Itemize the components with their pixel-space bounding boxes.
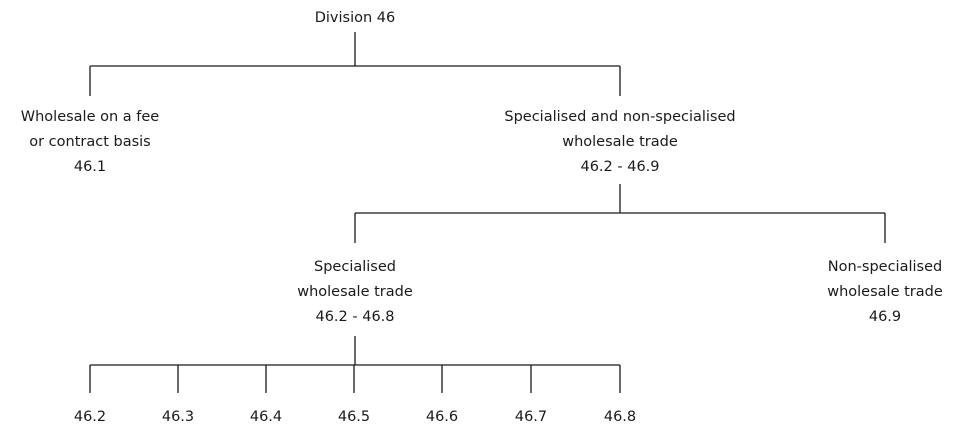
level1-right-code: 46.2 - 46.9: [580, 159, 659, 175]
leaf-node-46-6: 46.6: [426, 409, 458, 425]
level2-right-line1: Non-specialised: [828, 259, 942, 275]
leaf-node-46-3: 46.3: [162, 409, 194, 425]
leaf-node-46-5: 46.5: [338, 409, 370, 425]
level2-right-line2: wholesale trade: [827, 284, 943, 300]
level2-left-line2: wholesale trade: [297, 284, 413, 300]
leaf-nodes: 46.2 46.3 46.4 46.5 46.6 46.7 46.8: [74, 409, 636, 425]
level2-left-node: Specialised wholesale trade 46.2 - 46.8: [297, 259, 413, 325]
root-node-label: Division 46: [315, 10, 396, 26]
level1-right-node: Specialised and non-specialised wholesal…: [504, 109, 735, 175]
level1-left-line2: or contract basis: [29, 134, 151, 150]
level1-left-line1: Wholesale on a fee: [21, 109, 160, 125]
connector-lines: [89, 32, 886, 366]
level1-left-node: Wholesale on a fee or contract basis 46.…: [21, 109, 160, 175]
level2-left-line1: Specialised: [314, 259, 396, 275]
leaf-node-46-8: 46.8: [604, 409, 636, 425]
leaf-node-46-2: 46.2: [74, 409, 106, 425]
leaf-node-46-7: 46.7: [515, 409, 547, 425]
level2-right-code: 46.9: [869, 309, 901, 325]
level1-right-line2: wholesale trade: [562, 134, 678, 150]
leaf-drop-lines: [89, 365, 621, 393]
level1-right-line1: Specialised and non-specialised: [504, 109, 735, 125]
level2-right-node: Non-specialised wholesale trade 46.9: [827, 259, 943, 325]
level2-left-code: 46.2 - 46.8: [315, 309, 394, 325]
level1-left-code: 46.1: [74, 159, 106, 175]
leaf-node-46-4: 46.4: [250, 409, 282, 425]
